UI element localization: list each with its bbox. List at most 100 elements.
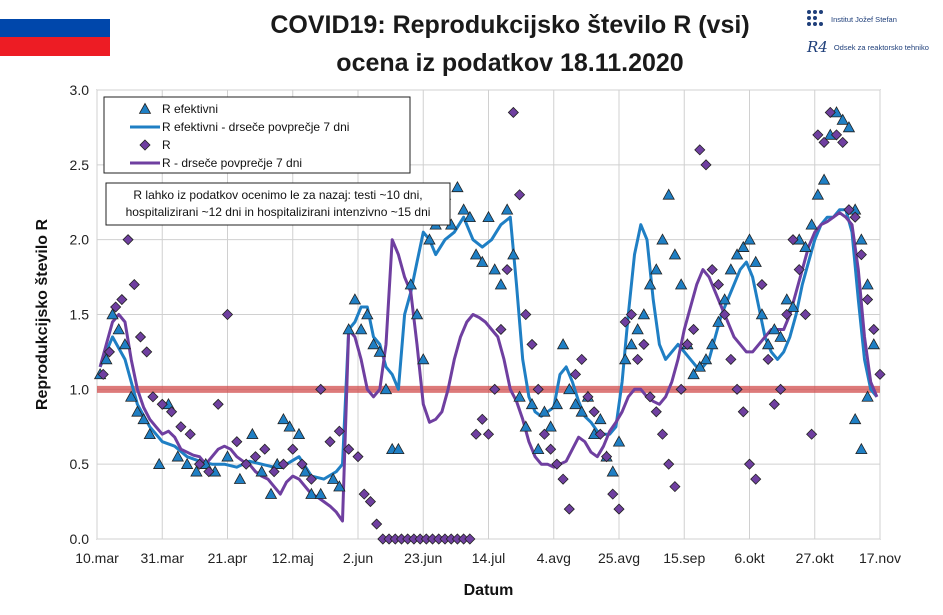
x-tick-label: 4.avg bbox=[537, 550, 571, 566]
point-r bbox=[482, 428, 495, 440]
point-r-efektivni bbox=[643, 278, 657, 290]
point-r-efektivni bbox=[367, 338, 380, 350]
point-r-efektivni bbox=[755, 308, 769, 320]
ijs-logo: Institut Jožef Stefan bbox=[805, 8, 897, 30]
point-r-efektivni bbox=[706, 338, 719, 350]
point-r-efektivni bbox=[631, 323, 644, 335]
point-r-efektivni bbox=[569, 397, 582, 410]
point-r-efektivni bbox=[277, 412, 290, 425]
point-r bbox=[725, 353, 737, 365]
point-r-efektivni bbox=[100, 353, 113, 365]
point-r-efektivni bbox=[737, 240, 750, 252]
point-r bbox=[514, 189, 526, 201]
legend-swatch-marker bbox=[138, 102, 152, 114]
point-r bbox=[843, 204, 855, 216]
annotation-text: hospitalizirani ~12 dni in hospitalizira… bbox=[126, 205, 431, 219]
point-r bbox=[743, 458, 756, 470]
point-r bbox=[333, 425, 345, 437]
legend bbox=[103, 96, 411, 174]
point-r bbox=[756, 279, 768, 291]
point-r bbox=[507, 106, 519, 119]
point-r bbox=[343, 443, 355, 455]
point-r bbox=[787, 234, 799, 246]
point-r bbox=[781, 308, 793, 321]
point-r bbox=[147, 391, 159, 403]
point-r-efektivni bbox=[668, 248, 682, 260]
point-r-efektivni bbox=[283, 420, 296, 432]
point-r-efektivni bbox=[354, 323, 368, 335]
point-r bbox=[240, 458, 252, 470]
point-r bbox=[830, 129, 843, 141]
x-tick-label: 2.jun bbox=[343, 550, 373, 566]
point-r bbox=[122, 234, 134, 246]
point-r bbox=[175, 421, 187, 433]
point-r-efektivni bbox=[507, 248, 520, 260]
point-r bbox=[259, 443, 271, 455]
point-r bbox=[613, 503, 625, 515]
point-r-efektivni bbox=[417, 353, 430, 365]
point-r bbox=[694, 144, 706, 156]
slovenia-flag bbox=[0, 0, 110, 56]
point-r bbox=[305, 473, 317, 485]
point-r-efektivni bbox=[404, 278, 418, 290]
point-r-efektivni bbox=[861, 278, 874, 290]
point-r bbox=[538, 428, 550, 440]
point-r-efektivni bbox=[137, 412, 150, 425]
flag-stripe-blue bbox=[0, 18, 110, 38]
point-r bbox=[296, 458, 308, 470]
point-r bbox=[762, 353, 774, 365]
chart-title: COVID19: Reprodukcijsko število R (vsi) … bbox=[180, 6, 840, 82]
point-r bbox=[212, 398, 224, 410]
y-tick-label: 2.5 bbox=[70, 157, 90, 173]
point-r-efektivni bbox=[525, 397, 539, 410]
point-r-efektivni bbox=[749, 255, 762, 267]
point-r bbox=[97, 368, 109, 380]
point-r-efektivni bbox=[314, 487, 327, 499]
point-r-efektivni bbox=[743, 233, 756, 245]
point-r bbox=[156, 398, 168, 410]
point-r-efektivni bbox=[718, 293, 731, 305]
x-tick-label: 6.okt bbox=[734, 550, 764, 566]
point-r bbox=[868, 323, 880, 336]
point-r bbox=[287, 443, 299, 455]
point-r-efektivni bbox=[817, 173, 831, 185]
x-tick-label: 17.nov bbox=[859, 550, 901, 566]
point-r bbox=[358, 488, 370, 500]
point-r bbox=[855, 249, 867, 261]
point-r-efektivni bbox=[457, 203, 470, 215]
point-r bbox=[656, 428, 669, 440]
point-r bbox=[315, 383, 327, 395]
point-r-efektivni bbox=[544, 420, 557, 432]
r4-logo: R4 Odsek za reaktorsko tehniko bbox=[807, 38, 929, 56]
point-r-efektivni bbox=[361, 308, 374, 320]
point-r-efektivni bbox=[730, 248, 744, 260]
point-r-efektivni bbox=[550, 397, 564, 410]
point-r bbox=[134, 331, 147, 343]
point-r bbox=[706, 264, 718, 276]
point-r-efektivni bbox=[463, 210, 477, 223]
point-r bbox=[663, 458, 675, 470]
point-r bbox=[249, 451, 262, 463]
point-r bbox=[607, 488, 619, 500]
y-axis-label: Reprodukcijsko število R bbox=[34, 218, 51, 410]
r4-mark: R4 bbox=[807, 38, 828, 56]
point-r-efektivni bbox=[342, 323, 355, 335]
point-r-efektivni bbox=[612, 435, 626, 447]
point-r-efektivni bbox=[799, 240, 812, 252]
point-r-efektivni bbox=[519, 420, 532, 432]
point-r bbox=[619, 316, 631, 328]
point-r-efektivni bbox=[451, 180, 464, 193]
point-r-efektivni bbox=[171, 450, 184, 462]
series-line bbox=[98, 211, 879, 523]
point-r-efektivni bbox=[180, 457, 194, 469]
point-r-efektivni bbox=[379, 383, 393, 395]
point-r-efektivni bbox=[768, 323, 781, 335]
legend-label: R efektivni bbox=[162, 102, 218, 116]
point-r-efektivni bbox=[867, 338, 880, 350]
point-r-efektivni bbox=[575, 405, 588, 417]
x-tick-label: 25.avg bbox=[598, 550, 640, 566]
point-r-efektivni bbox=[326, 472, 340, 484]
point-r bbox=[495, 323, 507, 336]
y-tick-label: 3.0 bbox=[70, 82, 90, 98]
